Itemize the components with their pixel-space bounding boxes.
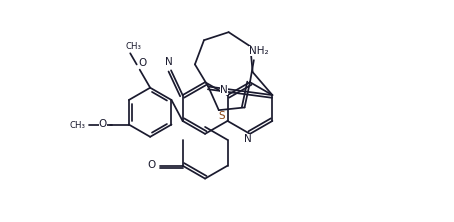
- Text: S: S: [218, 111, 225, 121]
- Text: CH₃: CH₃: [125, 42, 141, 51]
- Text: NH₂: NH₂: [249, 46, 269, 56]
- Text: N: N: [244, 134, 252, 144]
- Text: N: N: [165, 57, 173, 67]
- Text: N: N: [220, 85, 227, 95]
- Text: O: O: [147, 160, 155, 170]
- Text: CH₃: CH₃: [70, 121, 86, 130]
- Text: O: O: [138, 58, 147, 68]
- Text: O: O: [99, 119, 107, 129]
